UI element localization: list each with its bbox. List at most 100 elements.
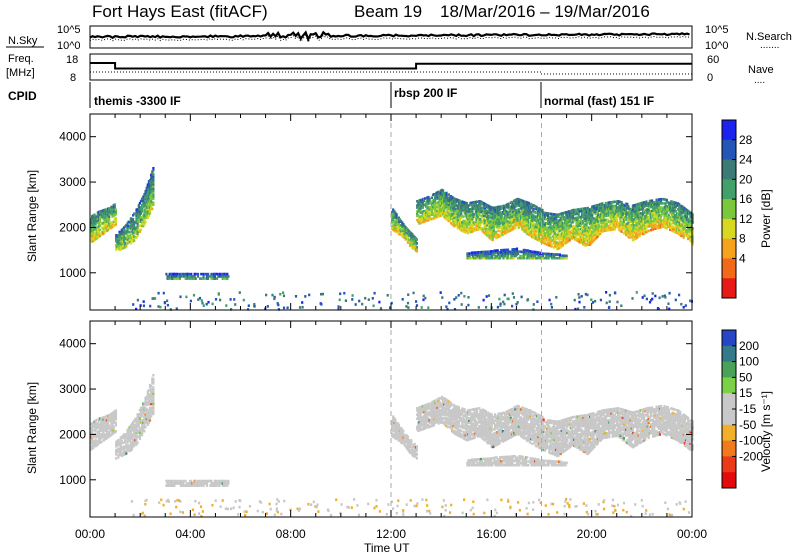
data-cell (130, 222, 134, 225)
data-cell (176, 272, 179, 276)
data-cell (430, 196, 433, 200)
data-cell (680, 228, 683, 232)
data-cell (136, 216, 139, 219)
data-cell (449, 205, 453, 208)
data-cell (407, 439, 411, 442)
data-cell (150, 384, 153, 388)
data-cell (525, 223, 528, 227)
data-cell (125, 223, 128, 227)
data-cell (144, 409, 147, 412)
data-cell (214, 484, 218, 487)
data-cell (575, 228, 578, 232)
data-cell (687, 237, 690, 241)
data-cell (527, 233, 530, 236)
data-cell (547, 218, 550, 222)
data-cell (469, 214, 472, 217)
data-cell (412, 236, 415, 240)
data-cell (496, 224, 499, 227)
data-cell (582, 220, 585, 223)
data-cell (634, 216, 637, 220)
data-cell (511, 254, 514, 258)
data-cell (144, 413, 147, 416)
data-cell (128, 425, 131, 429)
data-cell (150, 408, 153, 412)
noise-cell (424, 296, 427, 300)
data-cell (594, 229, 597, 232)
data-cell (594, 212, 597, 216)
data-cell (548, 252, 551, 256)
data-cell (534, 235, 537, 238)
data-cell (116, 444, 119, 447)
data-cell (603, 204, 606, 207)
data-cell (552, 213, 555, 216)
data-cell (113, 209, 116, 213)
data-cell (501, 254, 504, 258)
data-cell (100, 436, 103, 440)
data-cell (491, 254, 494, 258)
data-cell (94, 430, 97, 433)
data-cell (535, 235, 538, 239)
data-cell (426, 411, 429, 415)
data-cell (433, 417, 436, 421)
data-cell (142, 201, 145, 205)
data-cell (151, 406, 154, 409)
data-cell (678, 207, 681, 210)
data-cell (200, 484, 203, 487)
data-cell (504, 210, 507, 214)
data-cell (595, 208, 598, 211)
data-cell (613, 217, 616, 220)
data-cell (434, 198, 437, 201)
data-cell (605, 214, 608, 217)
data-cell (401, 434, 404, 437)
data-cell (99, 417, 102, 420)
data-cell (570, 221, 573, 224)
data-cell (461, 221, 464, 224)
data-cell (148, 178, 152, 182)
data-cell (469, 226, 472, 230)
data-cell (528, 256, 531, 260)
data-cell (200, 482, 203, 485)
radar-title: Fort Hays East (fitACF) (92, 2, 268, 21)
data-cell (141, 220, 144, 224)
data-cell (426, 415, 429, 419)
noise-cell (415, 304, 419, 307)
y-tick-label: 2000 (59, 220, 86, 234)
data-cell (100, 209, 103, 213)
data-cell (552, 225, 555, 229)
data-cell (100, 432, 103, 436)
data-cell (524, 200, 527, 204)
data-cell (395, 424, 398, 427)
data-cell (675, 204, 678, 207)
data-cell (617, 209, 620, 213)
data-cell (525, 213, 528, 216)
noise-cell (460, 303, 463, 306)
data-cell (568, 214, 571, 217)
data-cell (492, 227, 495, 231)
data-cell (104, 212, 107, 215)
data-cell (426, 215, 429, 218)
data-cell (214, 479, 218, 483)
data-cell (463, 224, 466, 227)
data-cell (648, 201, 651, 205)
data-cell (142, 429, 145, 433)
data-cell (607, 224, 610, 228)
data-cell (421, 200, 424, 203)
data-cell (106, 207, 110, 211)
data-cell (392, 218, 395, 221)
data-cell (521, 220, 524, 223)
data-cell (532, 228, 535, 231)
data-cell (392, 415, 395, 418)
data-cell (527, 216, 530, 220)
noise-cell (608, 293, 611, 297)
data-cell (400, 229, 403, 233)
data-cell (637, 210, 640, 214)
data-cell (683, 229, 686, 232)
data-cell (187, 484, 190, 487)
data-cell (590, 213, 593, 217)
data-cell (144, 196, 147, 199)
data-cell (527, 212, 530, 215)
data-cell (654, 207, 657, 210)
data-cell (529, 204, 532, 207)
data-cell (625, 210, 628, 214)
noise-cell (253, 303, 256, 306)
